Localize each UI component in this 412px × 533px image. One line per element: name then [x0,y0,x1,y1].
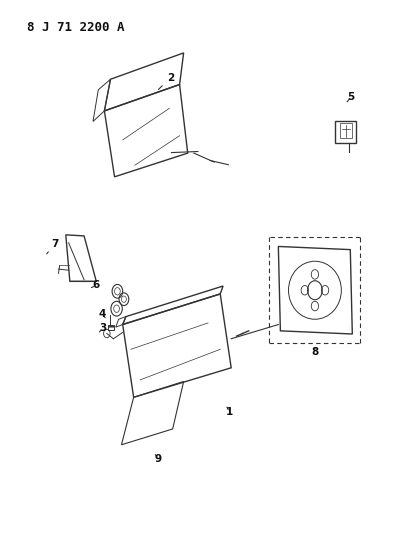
Text: 5: 5 [347,92,355,102]
Bar [335,121,356,143]
Bar [108,325,114,330]
Text: 8: 8 [311,347,318,357]
Text: 9: 9 [154,454,162,464]
Text: 6: 6 [91,280,100,290]
Text: 1: 1 [226,407,233,417]
Text: 7: 7 [47,239,59,254]
Text: 3: 3 [99,323,106,333]
Text: 4: 4 [98,309,105,319]
Text: 2: 2 [158,72,174,90]
Bar [340,123,352,138]
Text: 8 J 71 2200 A: 8 J 71 2200 A [27,21,125,34]
